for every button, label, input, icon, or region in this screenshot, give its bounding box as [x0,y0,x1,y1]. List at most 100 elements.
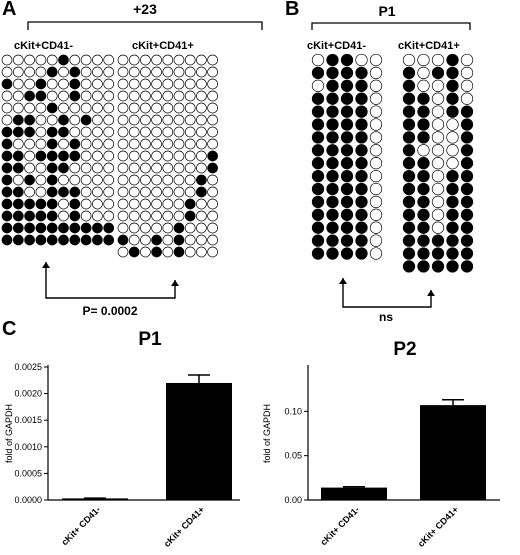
methylated-cpg [1,162,13,174]
unmethylated-cpg [460,92,474,105]
y-tick-label: 0.0000 [14,495,42,505]
methylated-cpg [311,118,325,131]
methylated-cpg [1,126,13,138]
unmethylated-cpg [207,102,218,114]
unmethylated-cpg [46,78,58,90]
methylated-cpg [12,114,24,126]
methylated-cpg [46,174,58,186]
methylated-cpg [460,118,474,131]
methylated-cpg [58,234,69,246]
unmethylated-cpg [196,210,207,222]
methylated-cpg [460,234,474,247]
unmethylated-cpg [58,102,69,114]
unmethylated-cpg [162,150,174,162]
unmethylated-cpg [162,246,174,258]
methylated-cpg [355,92,368,105]
methylated-cpg [12,186,24,198]
unmethylated-cpg [162,126,174,138]
methylated-cpg [446,260,459,273]
unmethylated-cpg [207,222,218,234]
methylated-cpg [35,150,47,162]
methylated-cpg [58,54,69,66]
methylated-cpg [35,198,47,210]
methylated-cpg [46,150,58,162]
unmethylated-cpg [103,114,115,126]
unmethylated-cpg [140,246,151,258]
unmethylated-cpg [103,150,115,162]
methylated-cpg [460,208,474,221]
unmethylated-cpg [162,162,174,174]
methylated-cpg [46,138,58,150]
methylated-cpg [460,195,474,209]
unmethylated-cpg [151,78,162,90]
methylated-cpg [58,222,69,234]
unmethylated-cpg [103,90,115,102]
unmethylated-cpg [207,210,218,222]
methylated-cpg [46,234,58,246]
methylated-cpg [340,53,354,67]
methylated-cpg [1,198,13,210]
methylated-cpg [12,150,24,162]
unmethylated-cpg [196,222,207,234]
unmethylated-cpg [103,162,115,174]
methylated-cpg [326,144,339,157]
unmethylated-cpg [162,114,174,126]
unmethylated-cpg [117,186,129,198]
methylated-cpg [46,102,58,114]
methylated-cpg [1,150,13,162]
panel-b-top-bracket [311,22,471,30]
unmethylated-cpg [103,210,115,222]
unmethylated-cpg [173,138,185,150]
unmethylated-cpg [24,102,35,114]
unmethylated-cpg [446,157,459,170]
methylated-cpg [311,247,325,260]
unmethylated-cpg [24,150,35,162]
methylated-cpg [46,126,58,138]
bar [321,487,387,500]
panel-b-significance: ns [378,310,393,324]
unmethylated-cpg [140,222,151,234]
panel-letter-b: B [285,0,300,20]
methylated-cpg [355,105,368,118]
methylated-cpg [46,210,58,222]
panel-a-p-value: P= 0.0002 [82,304,138,318]
unmethylated-cpg [103,198,115,210]
methylated-cpg [446,169,459,183]
methylated-cpg [340,92,354,105]
unmethylated-cpg [162,174,174,186]
unmethylated-cpg [80,78,92,90]
methylated-cpg [402,92,416,105]
unmethylated-cpg [173,90,185,102]
methylated-cpg [1,210,13,222]
methylated-cpg [340,118,354,131]
unmethylated-cpg [35,186,47,198]
methylated-cpg [431,234,445,247]
unmethylated-cpg [151,210,162,222]
unmethylated-cpg [151,114,162,126]
unmethylated-cpg [117,90,129,102]
methylated-cpg [1,222,13,234]
unmethylated-cpg [92,102,103,114]
methylated-cpg [69,138,81,150]
unmethylated-cpg [80,54,92,66]
methylated-cpg [446,92,459,105]
unmethylated-cpg [173,186,185,198]
methylated-cpg [311,169,325,183]
unmethylated-cpg [196,54,207,66]
unmethylated-cpg [92,198,103,210]
unmethylated-cpg [140,186,151,198]
unmethylated-cpg [369,208,383,221]
methylated-cpg [355,195,368,209]
unmethylated-cpg [355,53,368,67]
unmethylated-cpg [92,78,103,90]
unmethylated-cpg [369,92,383,105]
methylated-cpg [311,105,325,118]
unmethylated-cpg [35,114,47,126]
y-tick-label: 0.0010 [14,442,42,452]
unmethylated-cpg [151,174,162,186]
methylated-cpg [35,210,47,222]
unmethylated-cpg [128,174,140,186]
unmethylated-cpg [117,174,129,186]
unmethylated-cpg [369,144,383,157]
